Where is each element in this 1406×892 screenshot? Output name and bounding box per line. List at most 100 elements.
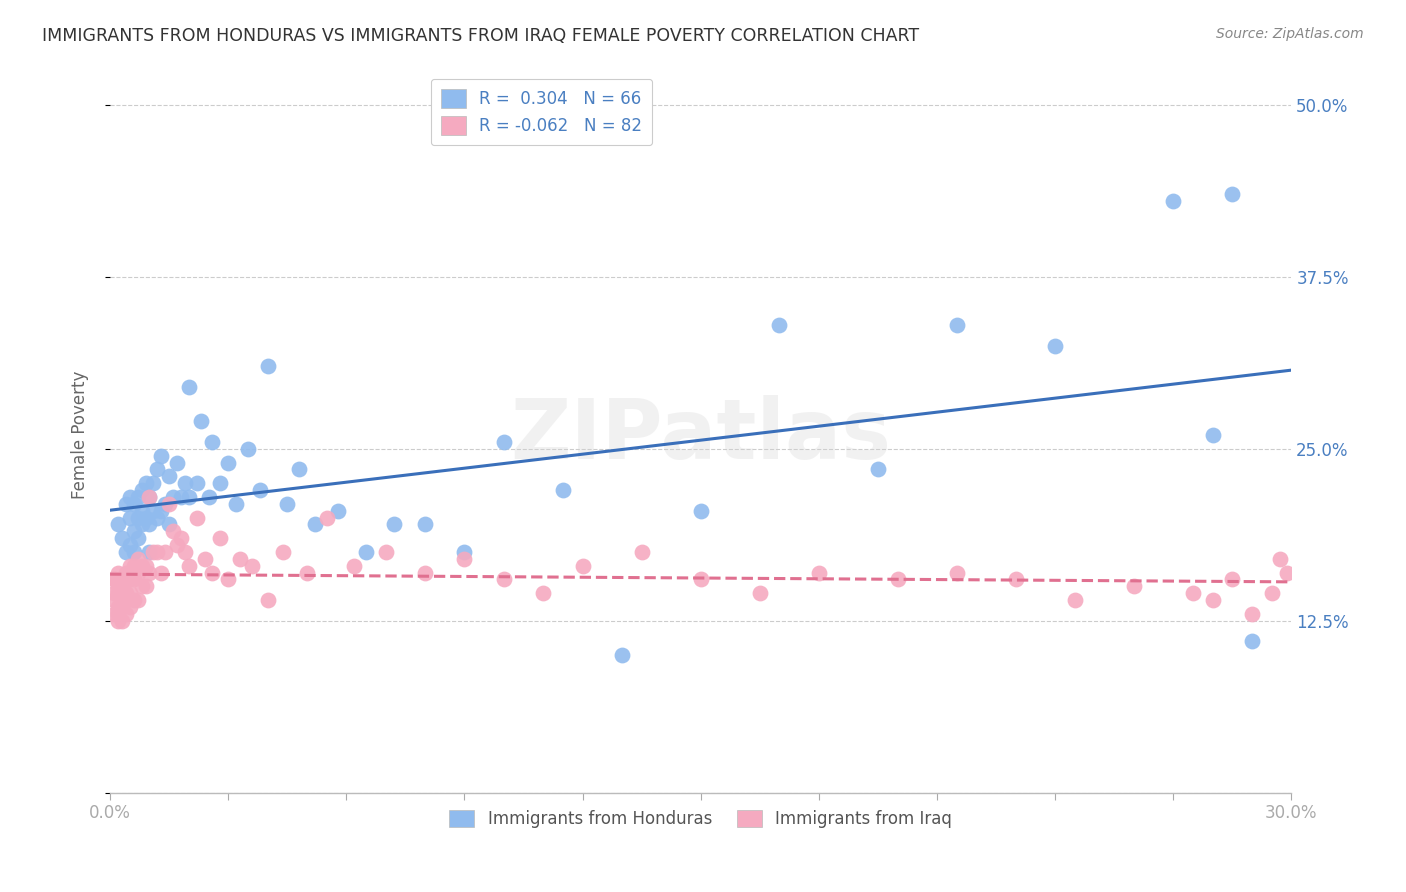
Point xyxy=(807,566,830,580)
Point xyxy=(114,497,136,511)
Point xyxy=(122,524,145,539)
Point xyxy=(127,490,149,504)
Point xyxy=(1063,593,1085,607)
Point xyxy=(146,462,169,476)
Point xyxy=(413,517,436,532)
Point xyxy=(150,566,173,580)
Point xyxy=(571,558,593,573)
Point xyxy=(111,579,134,593)
Point xyxy=(131,579,153,593)
Point xyxy=(689,504,711,518)
Point xyxy=(107,614,129,628)
Text: IMMIGRANTS FROM HONDURAS VS IMMIGRANTS FROM IRAQ FEMALE POVERTY CORRELATION CHAR: IMMIGRANTS FROM HONDURAS VS IMMIGRANTS F… xyxy=(42,27,920,45)
Point xyxy=(201,434,224,449)
Point xyxy=(131,504,153,518)
Point xyxy=(107,599,129,614)
Point xyxy=(748,586,770,600)
Point xyxy=(945,566,967,580)
Point xyxy=(146,545,169,559)
Point xyxy=(170,531,193,545)
Point xyxy=(551,483,574,497)
Point xyxy=(177,558,200,573)
Point xyxy=(103,607,125,621)
Point xyxy=(150,449,173,463)
Point xyxy=(118,538,141,552)
Point xyxy=(127,593,149,607)
Point xyxy=(166,538,188,552)
Point xyxy=(127,566,149,580)
Point xyxy=(1240,634,1263,648)
Point xyxy=(1201,428,1223,442)
Point xyxy=(157,517,180,532)
Point xyxy=(127,531,149,545)
Point xyxy=(103,586,125,600)
Point xyxy=(354,545,377,559)
Point xyxy=(315,510,337,524)
Point xyxy=(150,504,173,518)
Point xyxy=(492,573,515,587)
Point xyxy=(111,593,134,607)
Point xyxy=(236,442,259,456)
Point xyxy=(134,476,156,491)
Point xyxy=(146,510,169,524)
Point xyxy=(153,545,176,559)
Point xyxy=(229,551,252,566)
Point xyxy=(374,545,396,559)
Point xyxy=(328,504,350,518)
Point xyxy=(118,586,141,600)
Point xyxy=(276,497,298,511)
Point xyxy=(107,586,129,600)
Point xyxy=(689,573,711,587)
Point xyxy=(256,359,278,374)
Point xyxy=(413,566,436,580)
Point xyxy=(162,490,184,504)
Text: ZIPatlas: ZIPatlas xyxy=(510,394,891,475)
Point xyxy=(118,558,141,573)
Point xyxy=(886,573,908,587)
Point xyxy=(295,566,318,580)
Point xyxy=(866,462,889,476)
Point xyxy=(170,490,193,504)
Point xyxy=(304,517,326,532)
Point xyxy=(177,490,200,504)
Point xyxy=(118,573,141,587)
Point xyxy=(768,318,790,332)
Point xyxy=(114,573,136,587)
Point xyxy=(1161,194,1184,209)
Point xyxy=(166,456,188,470)
Point xyxy=(142,545,165,559)
Point xyxy=(1260,586,1282,600)
Point xyxy=(114,566,136,580)
Point xyxy=(122,497,145,511)
Point xyxy=(610,648,633,662)
Legend: Immigrants from Honduras, Immigrants from Iraq: Immigrants from Honduras, Immigrants fro… xyxy=(443,803,959,834)
Point xyxy=(103,593,125,607)
Point xyxy=(118,490,141,504)
Point xyxy=(107,566,129,580)
Point xyxy=(186,510,208,524)
Point xyxy=(190,414,212,428)
Point xyxy=(111,586,134,600)
Point xyxy=(103,573,125,587)
Point xyxy=(531,586,554,600)
Point xyxy=(209,531,232,545)
Point xyxy=(173,476,195,491)
Point xyxy=(343,558,366,573)
Point xyxy=(382,517,405,532)
Point xyxy=(240,558,263,573)
Point xyxy=(945,318,967,332)
Point xyxy=(225,497,247,511)
Point xyxy=(122,558,145,573)
Point xyxy=(111,573,134,587)
Point xyxy=(131,483,153,497)
Point xyxy=(1277,566,1299,580)
Point xyxy=(138,490,160,504)
Point xyxy=(217,573,239,587)
Point xyxy=(1220,187,1243,202)
Point xyxy=(134,510,156,524)
Point xyxy=(492,434,515,449)
Point xyxy=(122,573,145,587)
Point xyxy=(153,497,176,511)
Point xyxy=(131,517,153,532)
Point xyxy=(114,545,136,559)
